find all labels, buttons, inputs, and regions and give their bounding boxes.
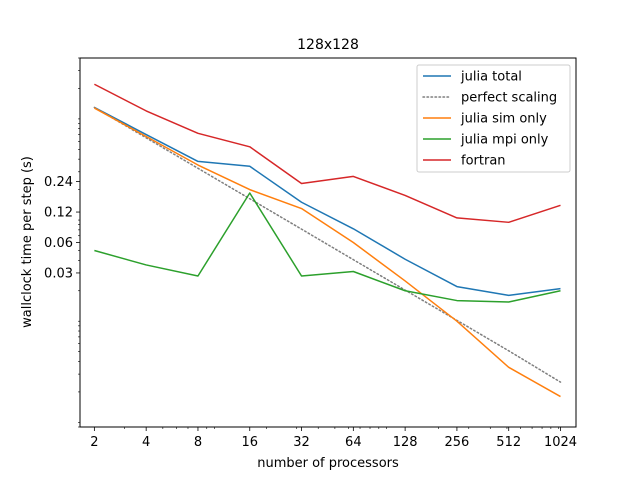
- legend: julia total perfect scaling julia sim only…: [416, 64, 571, 173]
- series-line-julia-mpi-only: [94, 192, 561, 303]
- legend-label: julia mpi only: [460, 133, 549, 148]
- y-tick-label: 0.03: [44, 266, 73, 281]
- legend-label: perfect scaling: [461, 91, 557, 106]
- x-tick-label: 8: [194, 435, 202, 450]
- x-tick-label: 4: [142, 435, 150, 450]
- y-axis-label: wallclock time per step (s): [20, 156, 35, 328]
- x-tick-label: 512: [496, 435, 521, 450]
- x-tick-label: 64: [345, 435, 362, 450]
- series-line-perfect-scaling: [93, 106, 562, 383]
- x-tick-label: 256: [445, 435, 470, 450]
- x-tick-label: 2: [90, 435, 98, 450]
- legend-box: [416, 64, 571, 173]
- x-tick-label: 128: [393, 435, 418, 450]
- x-axis-label: number of processors: [257, 456, 399, 471]
- x-axis-ticks: 2 4 8 16 32 64 128 256 512 1024: [90, 427, 577, 450]
- series-line-julia-sim-only: [94, 107, 561, 398]
- x-tick-label: 32: [293, 435, 310, 450]
- y-axis-ticks: 0.03 0.06 0.12 0.24: [44, 57, 80, 428]
- y-tick-label: 0.12: [44, 206, 73, 221]
- legend-label: julia sim only: [460, 112, 547, 127]
- y-tick-label: 0.06: [44, 236, 73, 251]
- x-tick-label: 1024: [544, 435, 577, 450]
- series-lines: [93, 83, 562, 398]
- chart-title: 128x128: [297, 37, 359, 53]
- series-line-fortran: [94, 83, 561, 224]
- x-tick-label: 16: [241, 435, 258, 450]
- legend-label: julia total: [460, 70, 522, 85]
- legend-label: fortran: [461, 154, 506, 169]
- y-tick-label: 0.24: [44, 175, 73, 190]
- series-line-julia-total: [94, 106, 561, 297]
